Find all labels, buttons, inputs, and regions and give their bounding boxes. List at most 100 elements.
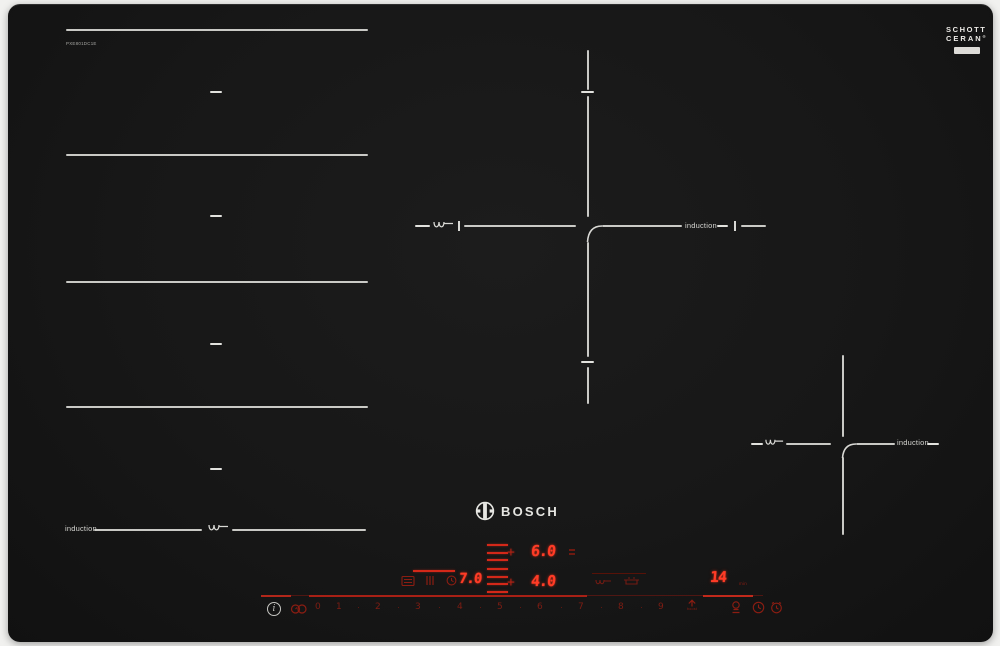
- flex-zone-line-3: [66, 281, 368, 283]
- slider-dot-7: ·: [600, 602, 603, 612]
- schott-ceran-logo: SCHOTT CERAN®: [946, 25, 988, 54]
- slider-key-1[interactable]: 1: [336, 602, 342, 612]
- slider-key-4[interactable]: 4: [457, 602, 463, 612]
- flex-zone-line-1: [66, 29, 368, 31]
- slider-dot-5: ·: [519, 602, 522, 612]
- flex-zone-line-2: [66, 154, 368, 156]
- center-zone-h-left: [464, 225, 576, 227]
- roaster-pan-icon: [624, 577, 639, 585]
- induction-label-center: induction: [685, 221, 717, 230]
- boost-key-label: boost: [687, 607, 697, 612]
- flex-zone-line-4: [66, 406, 368, 408]
- front-power-display: 4.0: [530, 572, 556, 590]
- flex-zone-line-5b: [232, 529, 366, 531]
- flex-zone-center-dash-1: [210, 91, 222, 94]
- timer-unit-label: min: [739, 581, 747, 586]
- flex-wave-icon-right: [765, 439, 784, 445]
- schott-badge: [954, 47, 980, 54]
- schott-reg-mark: ®: [982, 33, 988, 39]
- slider-key-6[interactable]: 6: [537, 602, 543, 612]
- induction-label-right: induction: [897, 438, 929, 447]
- slider-dot-1: ·: [357, 602, 360, 612]
- slider-dot-8: ·: [640, 602, 643, 612]
- model-code-label: PXE801DC1E: [66, 41, 97, 46]
- right-zone-h-left: [786, 443, 831, 445]
- rear-power-display: 6.0: [530, 542, 556, 560]
- right-zone-h-right: [856, 443, 895, 445]
- right-zone-v-bottom: [842, 457, 844, 535]
- bosch-armature-icon: [475, 501, 495, 521]
- info-button[interactable]: i: [267, 602, 281, 616]
- zone-segment-led-1: [487, 544, 508, 546]
- function-led-bar: [592, 573, 646, 574]
- slider-key-9[interactable]: 9: [658, 602, 664, 612]
- power-slider-segment-timer: [703, 595, 753, 597]
- zone-segment-led-3: [487, 559, 508, 561]
- center-zone-tick-left: [458, 221, 460, 231]
- right-zone-v-top: [842, 355, 844, 437]
- boost-arrow-icon: [688, 599, 696, 607]
- center-zone-tick-bottom: [581, 361, 594, 364]
- induction-label-left: induction: [65, 524, 97, 533]
- wiper-pause-button[interactable]: [290, 603, 308, 615]
- slider-key-0[interactable]: 0: [315, 602, 321, 612]
- flex-wave-small-icon: [595, 579, 611, 585]
- schott-line2: CERAN: [946, 33, 983, 43]
- center-zone-h-dash-r2: [741, 225, 766, 227]
- cooking-timer-key[interactable]: [752, 601, 765, 614]
- front-zone-select-plus[interactable]: +: [507, 575, 515, 590]
- flex-zone-line-5a: [94, 529, 202, 531]
- schott-line2-wrap: CERAN®: [946, 33, 988, 44]
- center-zone-h-right: [602, 225, 682, 227]
- schott-line1: SCHOTT: [946, 25, 987, 34]
- slider-key-8[interactable]: 8: [618, 602, 624, 612]
- slider-key-3[interactable]: 3: [415, 602, 421, 612]
- rear-indicator-led-2: [569, 553, 575, 555]
- flex-zone-center-dash-4: [210, 468, 222, 471]
- slider-dot-3: ·: [438, 602, 441, 612]
- zone-segment-led-6: [487, 583, 508, 585]
- shortterm-timer-key[interactable]: [730, 601, 742, 614]
- zone-segment-led-2: [487, 551, 508, 554]
- center-zone-tick-top: [581, 91, 594, 94]
- center-zone-v-top2: [587, 96, 589, 217]
- slider-dot-6: ·: [560, 602, 563, 612]
- slider-dot-2: ·: [397, 602, 400, 612]
- center-zone-tick-right: [734, 221, 736, 231]
- bosch-wordmark: BOSCH: [501, 504, 559, 519]
- zone-segment-led-4: [487, 568, 508, 570]
- right-zone-h-dash-left: [751, 443, 763, 445]
- clock-small-icon: [446, 575, 457, 586]
- timer-display: 14: [709, 568, 727, 586]
- center-zone-v-bottom1: [587, 242, 589, 357]
- rear-zone-select-plus[interactable]: +: [507, 545, 515, 560]
- flex-zone-center-dash-3: [210, 343, 222, 346]
- center-zone-h-dash-r1: [717, 225, 728, 227]
- pan-sensor-icon: [401, 575, 415, 587]
- right-zone-h-dash-right: [927, 443, 939, 445]
- flex-zone-center-dash-2: [210, 215, 222, 218]
- slider-dot-4: ·: [479, 602, 482, 612]
- rear-indicator-led-1: [569, 549, 575, 551]
- bosch-logo: BOSCH: [475, 501, 557, 521]
- center-zone-h-dash-left: [415, 225, 430, 227]
- zone-segment-led-5: [487, 575, 508, 578]
- power-slider-segment-mid: [309, 595, 587, 597]
- slider-key-7[interactable]: 7: [578, 602, 584, 612]
- power-slider-segment-left: [261, 595, 291, 597]
- flex-left-power-display: 7.0: [458, 571, 482, 587]
- flex-wave-icon-center: [433, 221, 453, 228]
- alarm-timer-key[interactable]: [770, 601, 783, 614]
- flex-wave-icon-left: [208, 524, 228, 531]
- segments-icon: [426, 576, 434, 585]
- zone-segment-led-7: [487, 590, 508, 593]
- center-zone-corner-curve: [586, 225, 603, 243]
- boost-key[interactable]: boost: [680, 599, 704, 616]
- slider-key-2[interactable]: 2: [375, 602, 381, 612]
- slider-key-5[interactable]: 5: [497, 602, 503, 612]
- center-zone-v-bottom2: [587, 367, 589, 404]
- flex-select-led: [413, 570, 455, 572]
- cooktop-glass: PXE801DC1E SCHOTT CERAN® induction induc…: [8, 4, 993, 642]
- center-zone-v-top1: [587, 50, 589, 90]
- right-zone-corner-curve: [841, 443, 857, 459]
